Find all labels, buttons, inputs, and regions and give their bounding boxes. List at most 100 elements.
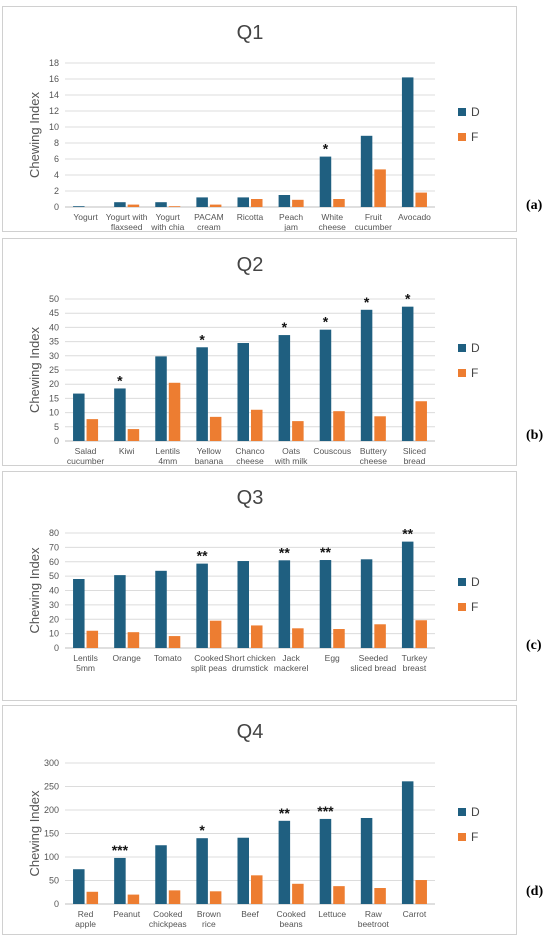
- chart-q1-svg: Q1 0 2 4 6 8 10 12 14 16 18 Chewing Index Yogurt Yogu…: [27, 22, 480, 231]
- significance-marker-8: *: [405, 291, 411, 307]
- bar-d-7: [360, 817, 373, 904]
- y-tick-label-30: 30: [49, 351, 59, 361]
- chart-q3-svg: Q3 0 10 20 30 40 50 60 70 80 Chewing Index Lentils 5…: [27, 487, 480, 673]
- panel-label-d: (d): [526, 884, 544, 899]
- legend-label-f: F: [471, 600, 478, 614]
- bar-d-8: [401, 781, 414, 904]
- y-tick-label-40: 40: [49, 586, 59, 596]
- significance-marker-1: *: [117, 372, 123, 388]
- bar-f-2: [168, 382, 181, 441]
- bar-f-4: [251, 875, 263, 904]
- bar-f-8: [415, 401, 427, 441]
- y-tick-label-20: 20: [49, 379, 59, 389]
- x-tick-label-1: Kiwi: [119, 446, 135, 456]
- x-tick-label-6: Lettuce: [318, 909, 346, 919]
- bar-d-8: [401, 541, 414, 648]
- bar-f-2: [168, 636, 181, 648]
- significance-marker-6: *: [323, 141, 329, 157]
- bar-d-5: [278, 195, 291, 207]
- chart-title: Q1: [237, 22, 264, 44]
- chart-title: Q3: [237, 487, 264, 509]
- bar-d-7: [360, 309, 373, 441]
- y-tick-label-0: 0: [54, 202, 59, 212]
- bar-f-4: [251, 199, 263, 207]
- y-axis-label: Chewing Index: [27, 790, 42, 876]
- bar-f-1: [127, 894, 140, 904]
- significance-marker-5: **: [279, 544, 290, 560]
- x-tick-label-2: Lentils 4mm: [155, 446, 180, 465]
- y-tick-label-50: 50: [49, 876, 59, 886]
- bar-d-2: [155, 570, 167, 648]
- bar-f-8: [415, 192, 427, 207]
- bar-d-3: [196, 838, 208, 904]
- x-tick-label-6: White cheese: [319, 212, 347, 231]
- bar-f-0: [86, 419, 99, 441]
- y-tick-label-40: 40: [49, 322, 59, 332]
- bar-d-4: [237, 343, 249, 441]
- y-tick-label-18: 18: [49, 58, 59, 68]
- panel-label-c: (c): [526, 638, 542, 653]
- bar-f-8: [415, 620, 427, 648]
- y-tick-label-5: 5: [54, 422, 59, 432]
- bar-d-6: [319, 560, 332, 648]
- bar-d-6: [319, 329, 332, 441]
- x-tick-label-0: Red apple: [75, 909, 96, 929]
- x-tick-label-7: Fruit cucumber: [355, 212, 392, 231]
- y-tick-label-45: 45: [49, 308, 59, 318]
- y-axis-label: Chewing Index: [27, 547, 42, 633]
- y-tick-label-50: 50: [49, 294, 59, 304]
- y-tick-label-10: 10: [49, 122, 59, 132]
- bar-f-0: [86, 891, 99, 904]
- chart-panel-q1: Q1 0 2 4 6 8 10 12 14 16 18 Chewing Index Yogurt Yogu…: [2, 6, 517, 232]
- bar-f-1: [127, 429, 140, 441]
- bar-d-2: [155, 845, 167, 904]
- x-tick-label-5: Peach jam: [279, 212, 303, 231]
- y-tick-label-150: 150: [44, 829, 59, 839]
- significance-marker-1: ***: [112, 842, 129, 858]
- y-tick-label-300: 300: [44, 758, 59, 768]
- bar-f-3: [209, 204, 222, 207]
- significance-marker-6: *: [323, 314, 329, 330]
- x-tick-label-2: Tomato: [154, 653, 182, 663]
- y-tick-label-12: 12: [49, 106, 59, 116]
- x-tick-label-4: Short chicken drumstick: [224, 653, 276, 673]
- legend-swatch-d: [458, 108, 466, 116]
- y-tick-label-20: 20: [49, 614, 59, 624]
- x-tick-label-2: Cooked chickpeas: [149, 909, 187, 929]
- bar-d-3: [196, 563, 208, 648]
- chart-q4-svg: Q4 0 50 100 150 200 250 300 Chewing Index Red appl…: [27, 721, 480, 929]
- x-tick-label-0: Salad cucumber: [67, 446, 104, 465]
- y-tick-label-6: 6: [54, 154, 59, 164]
- significance-marker-6: **: [320, 544, 331, 560]
- legend-swatch-d: [458, 344, 466, 352]
- chart-title: Q4: [237, 721, 264, 743]
- bar-f-3: [209, 416, 222, 441]
- x-tick-label-0: Lentils 5mm: [73, 653, 98, 673]
- bar-d-0: [73, 579, 85, 648]
- significance-marker-7: *: [364, 294, 370, 310]
- y-tick-label-0: 0: [54, 643, 59, 653]
- legend-label-f: F: [471, 366, 478, 380]
- bar-d-0: [73, 869, 85, 904]
- bar-d-6: [319, 818, 332, 904]
- y-tick-label-16: 16: [49, 74, 59, 84]
- bar-d-0: [73, 393, 85, 441]
- bar-f-5: [292, 199, 304, 207]
- bar-d-2: [155, 202, 167, 207]
- legend-label-d: D: [471, 575, 480, 589]
- bar-f-2: [168, 206, 181, 207]
- legend-label-d: D: [471, 341, 480, 355]
- bar-f-1: [127, 204, 140, 207]
- significance-marker-8: **: [402, 526, 413, 542]
- legend-label-f: F: [471, 830, 478, 844]
- bar-f-5: [292, 421, 304, 441]
- bar-f-7: [374, 624, 386, 648]
- y-tick-label-70: 70: [49, 542, 59, 552]
- significance-marker-3: *: [199, 331, 205, 347]
- bar-d-1: [114, 575, 126, 648]
- x-tick-label-3: Cooked split peas: [191, 653, 227, 673]
- y-tick-label-0: 0: [54, 436, 59, 446]
- bar-f-6: [333, 199, 345, 207]
- y-tick-label-10: 10: [49, 629, 59, 639]
- significance-marker-5: *: [282, 319, 288, 335]
